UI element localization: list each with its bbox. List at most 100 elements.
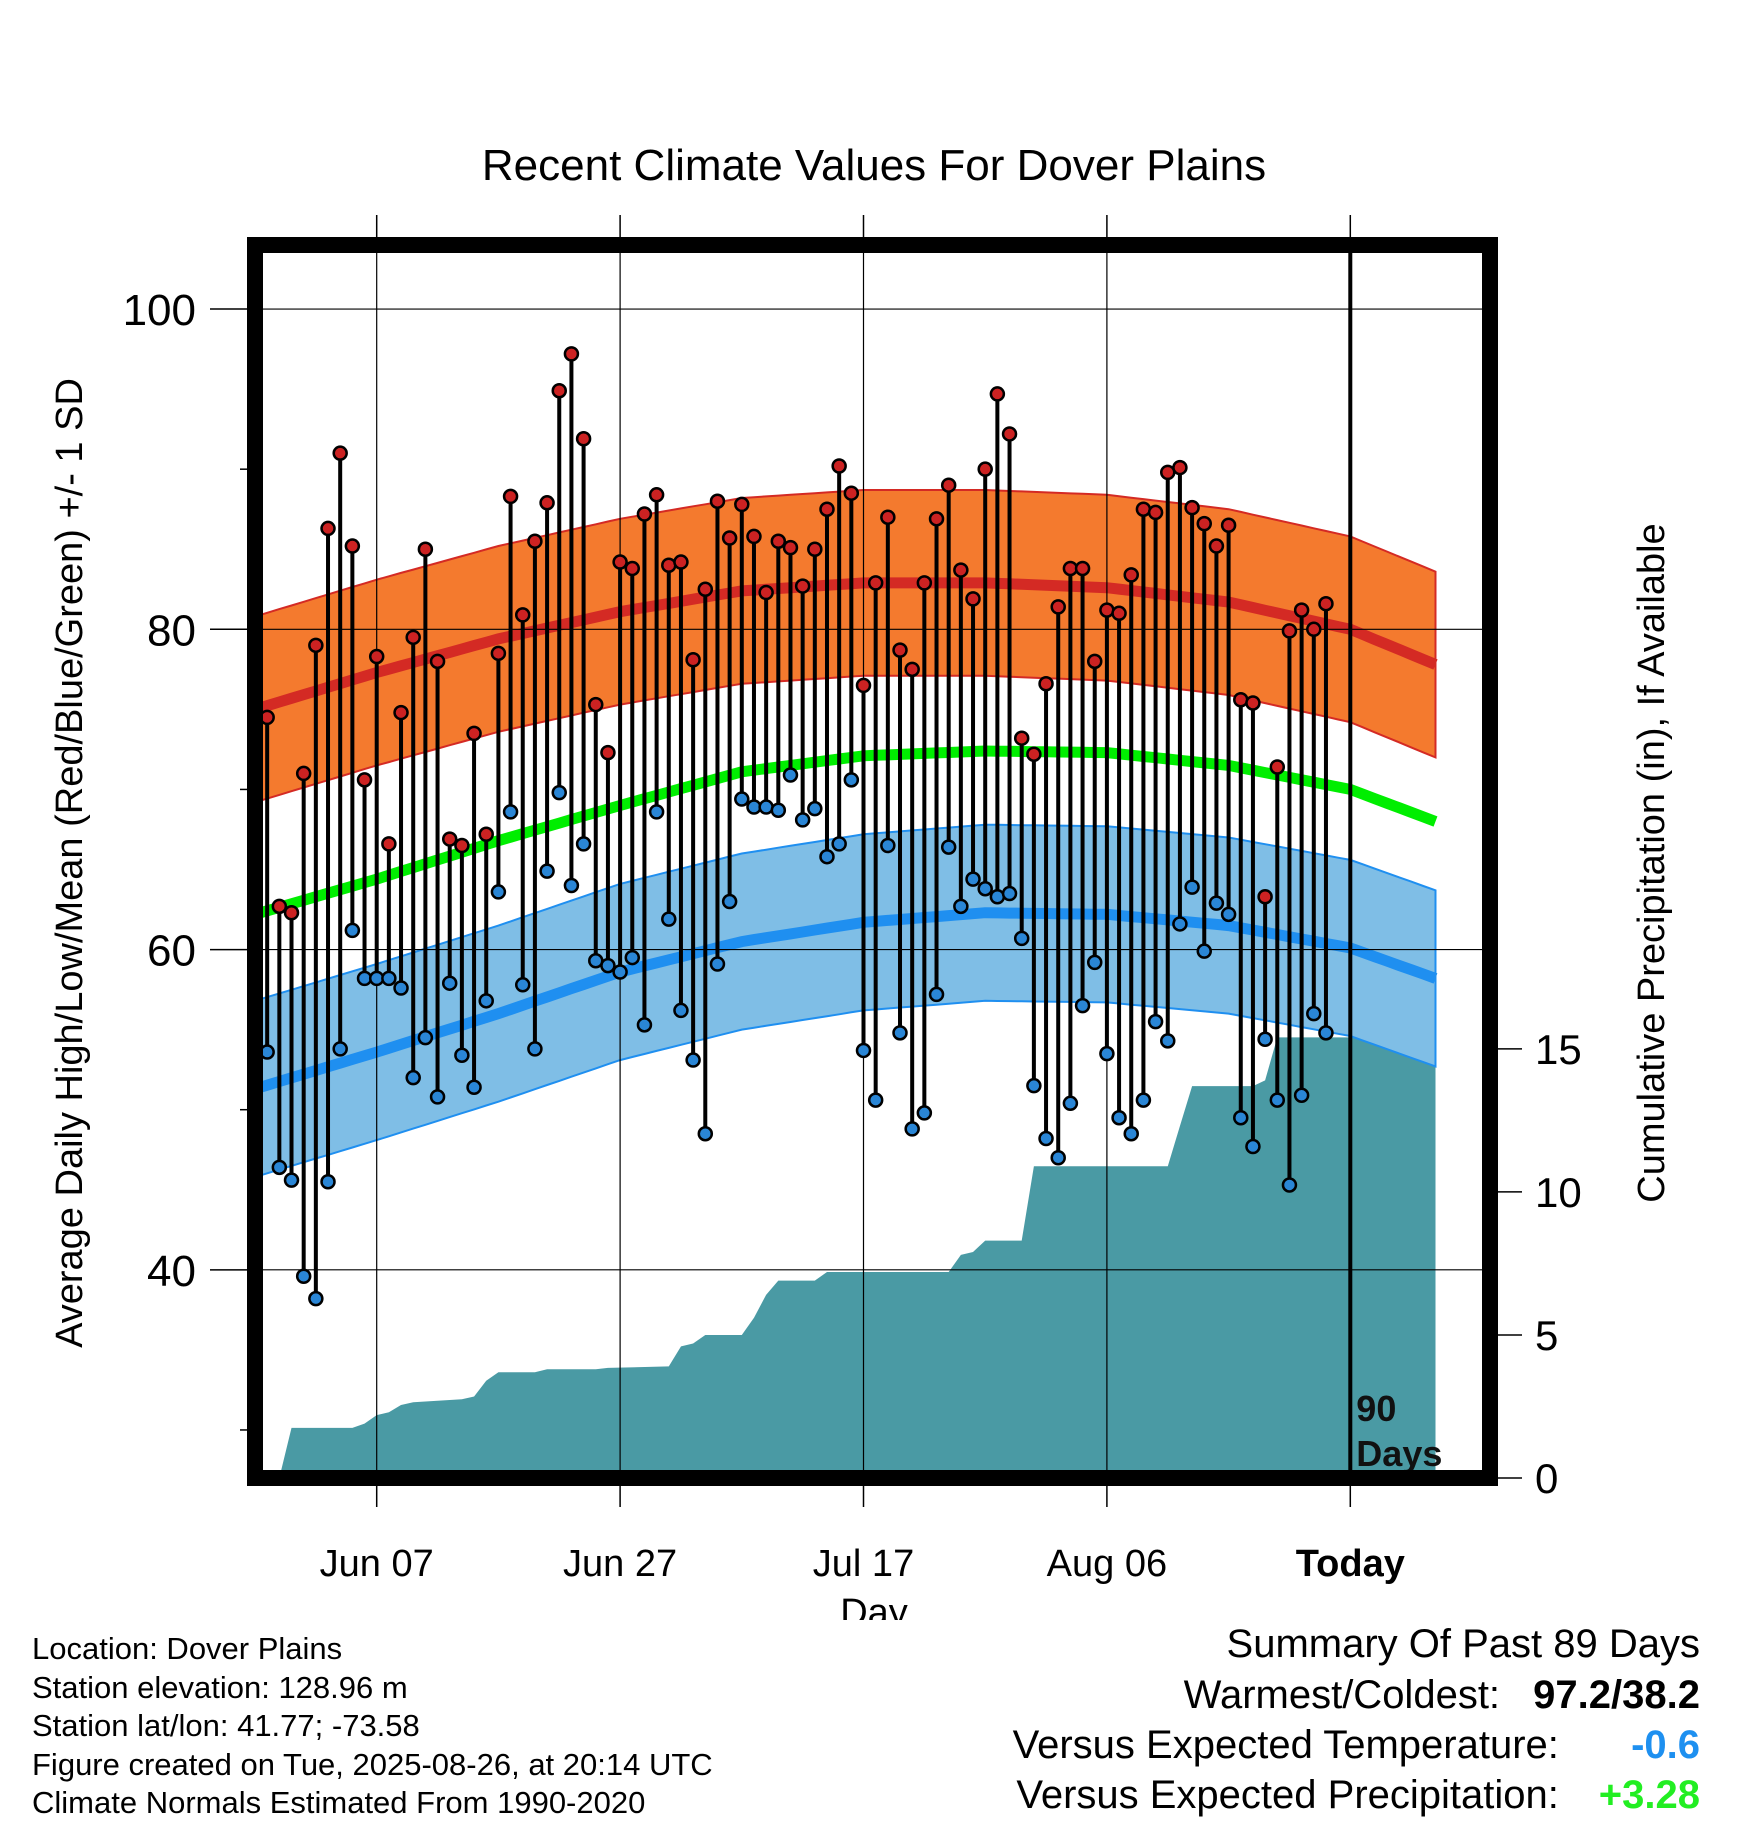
low-point (807, 800, 823, 817)
low-point (1160, 1033, 1176, 1049)
high-point (953, 562, 969, 578)
y-axis-label: Average Daily High/Low/Mean (Red/Blue/Gr… (49, 378, 91, 1348)
axes: Jun 07 Jun 27 Jul 17 Aug 06 Today 40 60 80 100 0 5… (123, 215, 1582, 1585)
low-point (904, 1121, 920, 1137)
high-point (1293, 602, 1310, 618)
low-point (661, 911, 677, 927)
x-tick-label: Jul 17 (813, 1543, 914, 1585)
high-point (393, 704, 409, 721)
low-point (1184, 879, 1200, 895)
low-point (1220, 906, 1237, 923)
low-point (940, 839, 957, 855)
low-point (648, 804, 665, 820)
high-point (1086, 653, 1103, 670)
y2-tick-label: 10 (1535, 1169, 1582, 1216)
station-info: Location: Dover Plains Station elevation… (32, 1630, 852, 1823)
precip-area (255, 1037, 1436, 1478)
low-point (600, 957, 616, 974)
high-point (794, 578, 811, 594)
low-point (770, 802, 787, 819)
high-point (770, 533, 787, 549)
y2-axis-label: Cumulative Precipitation (in), If Availa… (1631, 523, 1673, 1202)
high-point (1318, 595, 1334, 612)
high-point (709, 493, 726, 509)
high-point (429, 653, 446, 670)
low-point (575, 836, 592, 852)
low-point (1269, 1092, 1286, 1108)
low-point (965, 871, 981, 887)
low-point (855, 1042, 872, 1059)
low-point (685, 1052, 701, 1068)
high-point (1281, 623, 1298, 639)
low-point (1111, 1109, 1127, 1126)
high-point (673, 554, 689, 570)
summary-panel: Summary Of Past 89 Days Warmest/Coldest:… (800, 1620, 1700, 1820)
y2-tick-label: 0 (1535, 1455, 1558, 1502)
high-point (697, 581, 714, 598)
low-point (880, 837, 896, 854)
high-point (283, 904, 300, 921)
high-point (940, 477, 957, 493)
high-point (1001, 426, 1018, 442)
warm-cold-value: 97.2/38.2 (1533, 1673, 1700, 1717)
summary-warm-cold: Warmest/Coldest: 97.2/38.2 (800, 1670, 1700, 1720)
high-point (1026, 746, 1042, 762)
y-tick-label: 80 (147, 606, 196, 655)
high-point (490, 645, 507, 662)
low-point (405, 1069, 421, 1086)
low-point (344, 922, 361, 939)
low-point (831, 836, 847, 852)
high-point (295, 765, 312, 782)
low-point (527, 1041, 543, 1057)
low-point (1135, 1092, 1152, 1108)
y2-tick-label: 15 (1535, 1026, 1582, 1073)
high-point (417, 541, 434, 557)
low-point (624, 949, 641, 966)
low-point (563, 877, 580, 894)
high-point (600, 744, 616, 761)
high-point (928, 511, 945, 527)
high-normal-line (255, 577, 1438, 715)
low-point (916, 1105, 933, 1121)
figure-created: Figure created on Tue, 2025-08-26, at 20… (32, 1746, 713, 1782)
mean-normal-line (255, 745, 1438, 920)
x-tick-label: Aug 06 (1047, 1543, 1167, 1585)
low-point (794, 812, 811, 828)
high-point (1184, 499, 1200, 516)
low-point (721, 893, 738, 910)
climate-chart: Recent Climate Values For Dover Plains 9… (49, 141, 1673, 1620)
low-point (673, 1002, 689, 1019)
low-point (1293, 1087, 1310, 1104)
summary-title: Summary Of Past 89 Days (1226, 1622, 1700, 1666)
y2-tick-label: 5 (1535, 1312, 1558, 1359)
high-point (1306, 621, 1322, 638)
high-point (588, 696, 604, 713)
low-point (441, 975, 458, 991)
low-point (1147, 1013, 1164, 1030)
high-point (685, 651, 701, 668)
low-point (308, 1290, 324, 1307)
station-location: Location: Dover Plains (32, 1631, 343, 1666)
low-point (709, 956, 726, 972)
high-point (502, 488, 519, 505)
low-point (490, 884, 507, 900)
station-elevation: Station elevation: 128.96 m (32, 1669, 408, 1705)
today-annotation-count: 90 (1356, 1388, 1396, 1429)
high-point (356, 772, 373, 788)
x-tick-label: Jun 07 (320, 1543, 434, 1585)
high-point (551, 382, 567, 399)
low-point (381, 970, 397, 987)
low-point (1172, 916, 1188, 932)
low-point (1281, 1177, 1298, 1193)
low-point (977, 880, 993, 897)
high-point (381, 836, 397, 852)
low-point (953, 898, 969, 915)
low-point (867, 1092, 884, 1108)
high-point (636, 506, 653, 522)
low-point (1257, 1031, 1273, 1047)
low-point (1013, 930, 1030, 947)
high-point (746, 528, 762, 545)
summary-temp: Versus Expected Temperature: -0.6 (800, 1720, 1700, 1770)
high-point (904, 661, 920, 678)
